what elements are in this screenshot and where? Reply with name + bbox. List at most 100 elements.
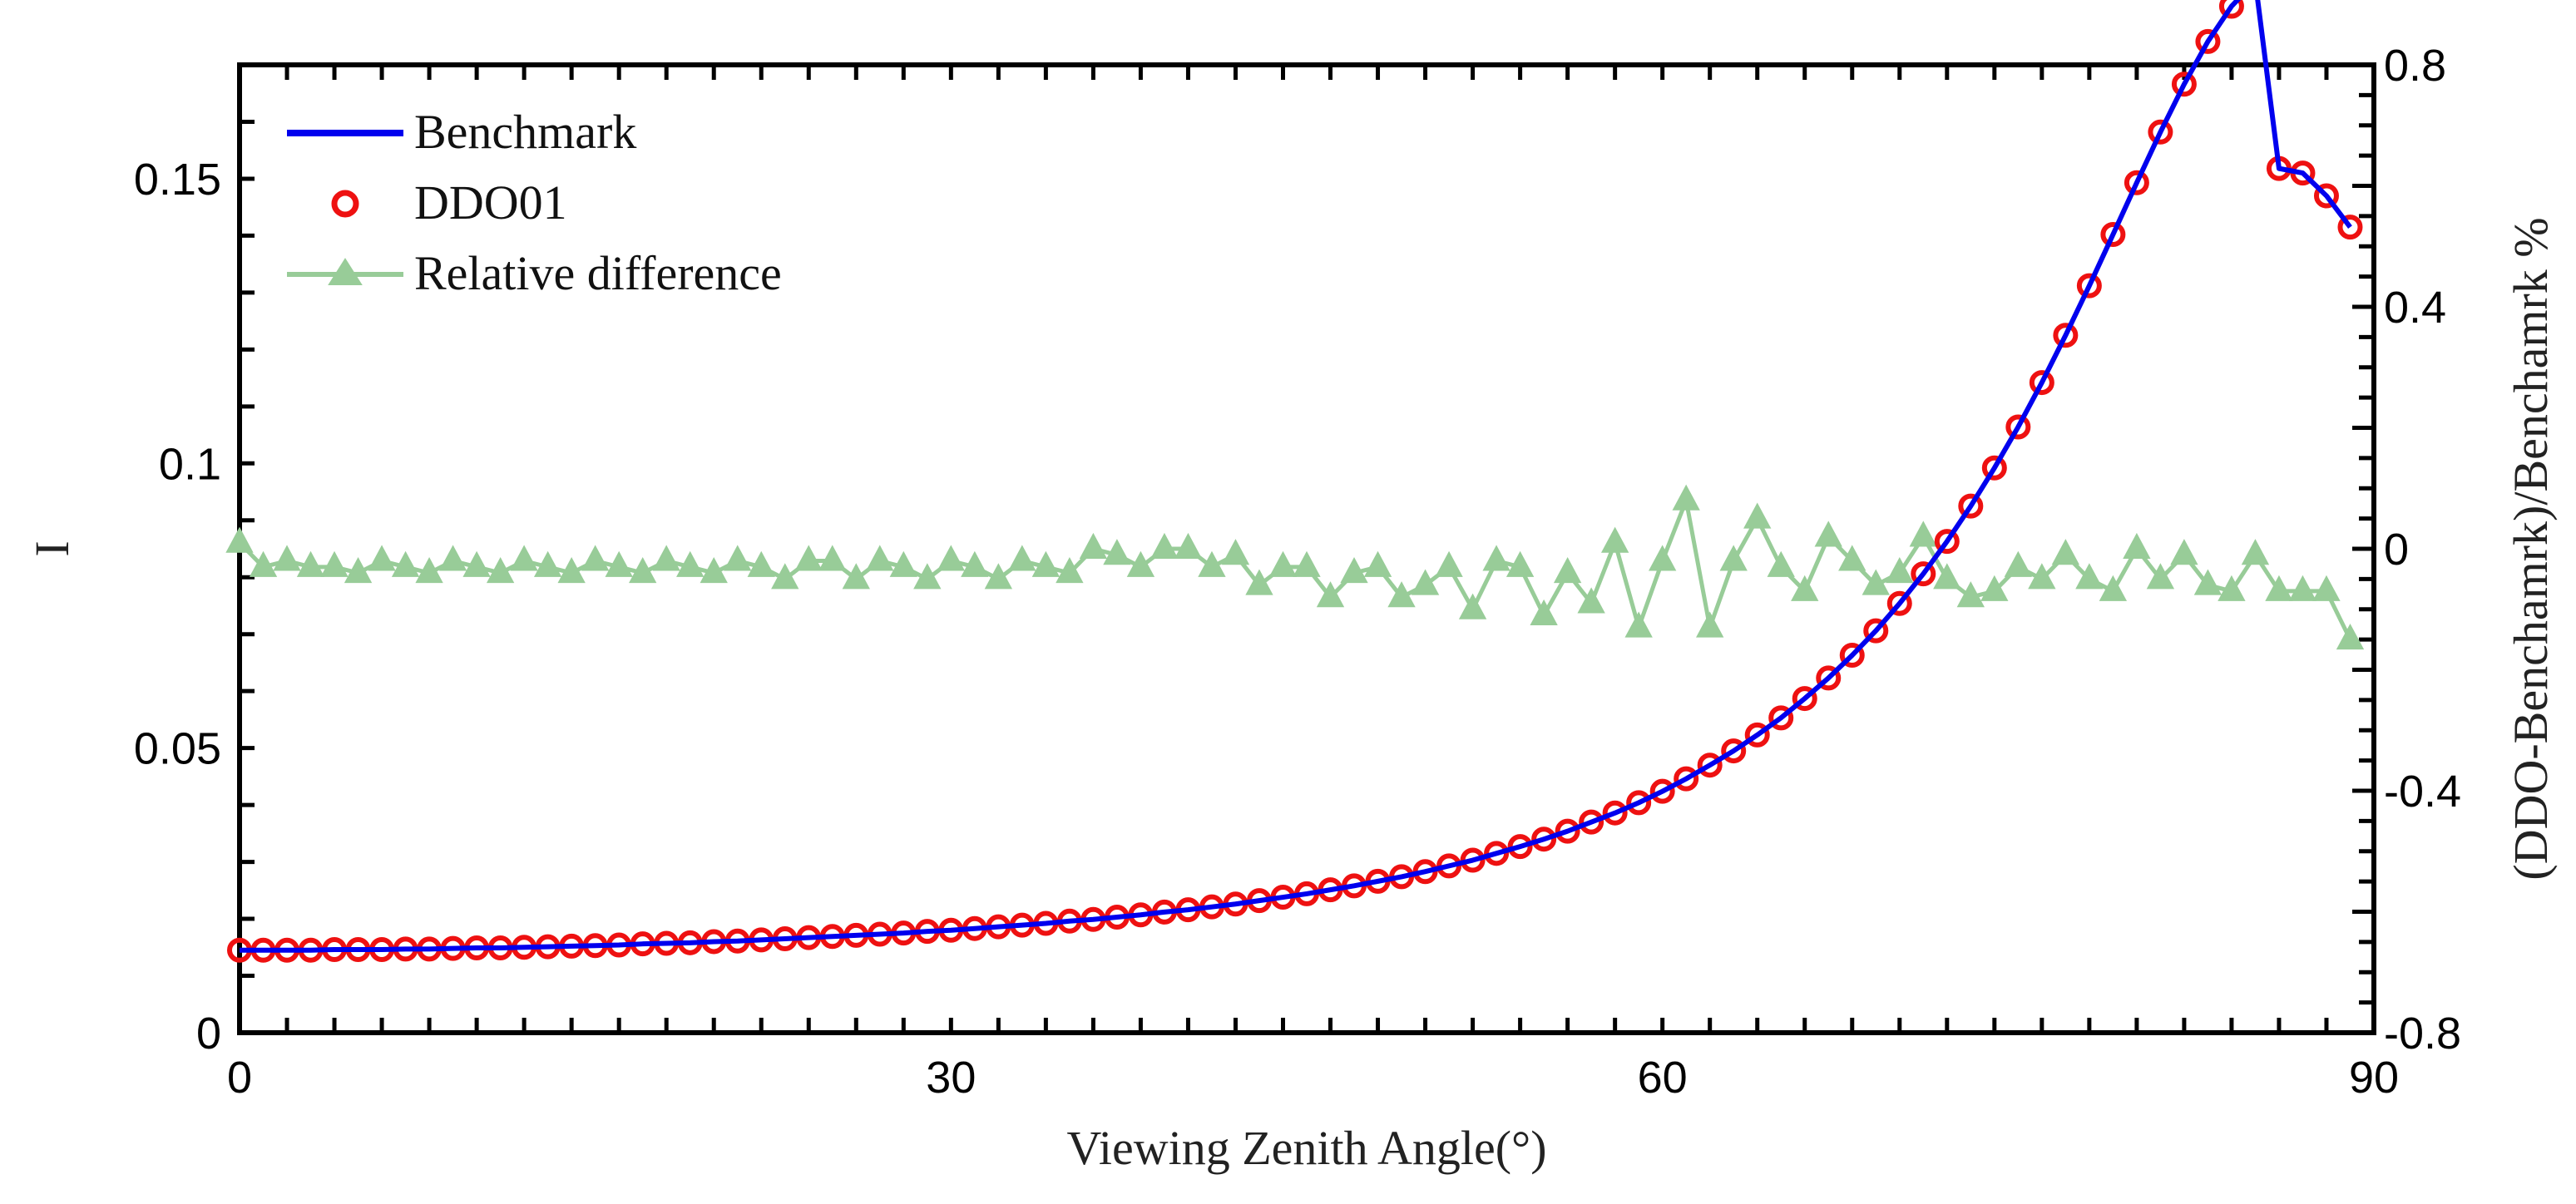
y-tick-label: 0 [196,1009,221,1058]
relative-difference-marker [581,545,610,571]
ddo01-marker [1697,752,1723,778]
ddo01-marker [1602,800,1628,826]
legend-ddo01-label: DDO01 [414,175,567,229]
relative-difference-marker [415,556,443,584]
relative-difference-marker [1980,575,2009,601]
ddo01-marker [1958,493,1984,519]
relative-difference-marker [1126,550,1155,577]
relative-difference-marker [1387,581,1416,608]
relative-difference-marker [1268,550,1298,577]
relative-difference-marker [771,563,799,590]
ddo01-marker [1649,778,1675,804]
ddo01-marker [1744,722,1770,748]
x-tick-label: 30 [926,1053,976,1103]
relative-difference-marker [1530,599,1558,626]
relative-difference-marker [510,545,538,571]
relative-difference-marker [1482,545,1510,571]
y2-tick-label: -0.4 [2384,767,2461,817]
legend-relative-difference-swatch-marker [328,258,363,285]
ddo01-marker [1911,561,1936,587]
relative-difference-marker [2075,563,2104,590]
relative-difference-marker [889,550,917,577]
relative-difference-marker [700,556,728,584]
relative-difference-marker [273,545,301,571]
relative-difference-marker [225,526,254,553]
relative-difference-marker [1174,532,1203,559]
ddo01-marker [2100,222,2126,248]
ddo01-marker [1792,686,1817,712]
relative-difference-marker [652,545,680,571]
relative-difference-marker [1791,575,1819,601]
ddo01-marker [1531,827,1557,852]
relative-difference-marker [2193,569,2222,595]
benchmark-series [240,0,2352,953]
relative-difference-marker [1031,550,1061,577]
relative-difference-marker [1696,611,1724,638]
ddo01-marker [2313,183,2339,209]
benchmark-line [240,0,2352,953]
relative-difference-marker [2336,624,2365,650]
y-tick-label: 0.1 [159,439,221,489]
y2-tick-label: 0.8 [2384,41,2446,91]
ddo01-marker [1721,738,1747,764]
relative-difference-marker [866,545,894,571]
legend-benchmark-label: Benchmark [414,105,636,159]
relative-difference-marker [2051,539,2080,565]
relative-difference-series [225,484,2365,650]
ddo01-marker [1555,818,1580,844]
relative-difference-marker [320,550,349,577]
relative-difference-marker [1411,569,1440,595]
relative-difference-marker [937,545,966,571]
relative-difference-marker [368,545,396,571]
relative-difference-marker [1506,550,1535,577]
relative-difference-marker [1198,550,1226,577]
ddo01-marker [2029,370,2054,396]
ddo01-marker [1674,766,1699,792]
ddo01-marker [2195,28,2221,54]
relative-difference-marker [2028,563,2056,590]
relative-difference-marker [486,556,515,584]
relative-difference-marker [747,550,775,577]
ddo01-marker [2337,215,2363,240]
legend-ddo01-swatch [331,190,359,218]
relative-difference-marker [2265,575,2293,601]
relative-difference-marker [1767,550,1795,577]
relative-difference-marker [2288,575,2317,601]
ddo01-marker [1981,455,2007,481]
ddo01-marker [2124,170,2149,195]
relative-difference-marker [605,550,633,577]
ddo01-marker [2005,414,2031,440]
axis-tick-labels: 0 30 60 90 0 0.05 0.1 0.15 -0.8 -0.4 0 0.4 0.8 [134,41,2461,1103]
relative-difference-marker [818,545,847,571]
relative-difference-marker [2123,532,2151,559]
relative-difference-marker [2099,575,2128,601]
relative-difference-marker [842,563,870,590]
x-tick-label: 60 [1638,1053,1688,1103]
relative-difference-marker [249,550,278,577]
ddo01-marker [2171,72,2197,97]
relative-difference-marker [1624,611,1653,638]
legend: Benchmark DDO01 Relative difference [287,105,782,300]
relative-difference-marker [1956,581,1985,608]
ddo01-marker [1886,590,1912,616]
legend-relative-difference-label: Relative difference [414,246,782,300]
relative-difference-marker [1293,550,1321,577]
relative-difference-marker [1340,556,1368,584]
relative-difference-marker [676,550,705,577]
ddo01-marker [1863,618,1889,644]
ddo01-marker [2148,119,2173,145]
relative-difference-marker [1056,556,1084,584]
relative-difference-marker [1838,545,1866,571]
ddo01-marker [1816,665,1842,691]
relative-difference-marker [462,550,491,577]
relative-difference-marker [1719,545,1748,571]
ddo01-marker [2218,0,2244,19]
relative-difference-marker [557,556,586,584]
x-axis-title: Viewing Zenith Angle(°) [1066,1121,1546,1175]
y2-tick-label: 0.4 [2384,283,2446,333]
relative-difference-marker [2218,575,2246,601]
relative-difference-marker [2146,563,2175,590]
y-tick-label: 0.05 [134,724,221,774]
relative-difference-marker [1316,581,1345,608]
